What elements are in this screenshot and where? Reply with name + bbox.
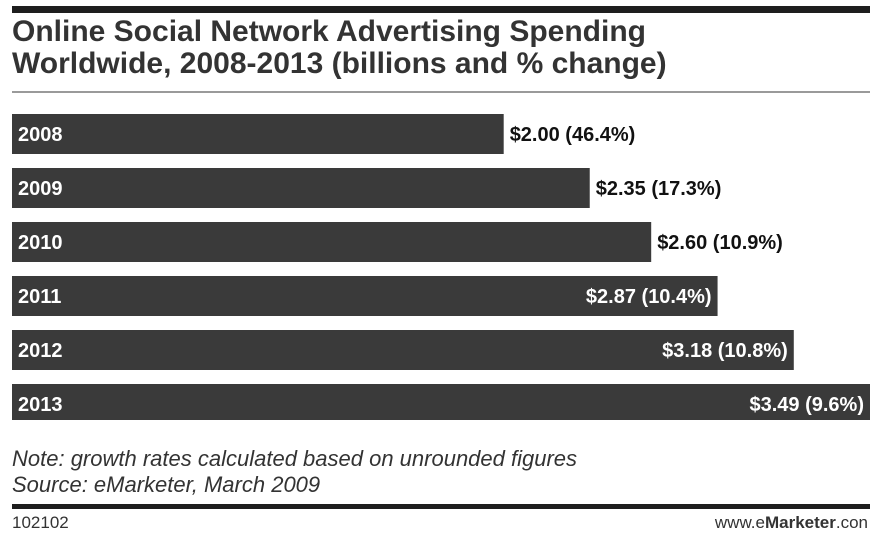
category-label-2009: 2009 xyxy=(18,178,63,200)
top-rule xyxy=(12,6,870,13)
bar-chart: 2008 $2.00 (46.4%) 2009 $2.35 (17.3%) 2010 $2… xyxy=(12,114,870,420)
site-brand: Marketer xyxy=(764,513,836,532)
value-label-2009: $2.35 (17.3%) xyxy=(596,178,722,200)
category-label-2013: 2013 xyxy=(18,394,63,416)
notes: Note: growth rates calculated based on u… xyxy=(12,446,577,498)
bar-2008 xyxy=(12,114,504,154)
bar-2012 xyxy=(12,330,794,370)
value-label-2010: $2.60 (10.9%) xyxy=(657,232,783,254)
category-label-2011: 2011 xyxy=(18,286,61,308)
value-label-2013: $3.49 (9.6%) xyxy=(749,394,864,416)
category-label-2012: 2012 xyxy=(18,340,63,362)
category-label-2008: 2008 xyxy=(18,124,63,146)
bottom-rule xyxy=(12,504,870,509)
value-label-2012: $3.18 (10.8%) xyxy=(662,340,788,362)
title-line-2: Worldwide, 2008-2013 (billions and % cha… xyxy=(12,47,667,80)
site-suffix: .con xyxy=(835,513,868,532)
note-text: Note: growth rates calculated based on u… xyxy=(12,446,578,471)
title-rule xyxy=(12,91,870,93)
bar-2011 xyxy=(12,276,718,316)
title-line-1: Online Social Network Advertising Spendi… xyxy=(12,15,646,48)
category-label-2010: 2010 xyxy=(18,232,63,254)
chart-title: Online Social Network Advertising Spendi… xyxy=(12,16,862,80)
bar-2009 xyxy=(12,168,590,208)
value-label-2008: $2.00 (46.4%) xyxy=(510,124,636,146)
bar-2010 xyxy=(12,222,652,262)
site-prefix: www.e xyxy=(714,513,765,532)
source-text: Source: eMarketer, March 2009 xyxy=(12,472,321,497)
footer-id: 102102 xyxy=(12,513,69,532)
bar-2013 xyxy=(12,384,870,420)
value-label-2011: $2.87 (10.4%) xyxy=(586,286,712,308)
footer-site: www.eMarketer.con xyxy=(715,513,868,533)
